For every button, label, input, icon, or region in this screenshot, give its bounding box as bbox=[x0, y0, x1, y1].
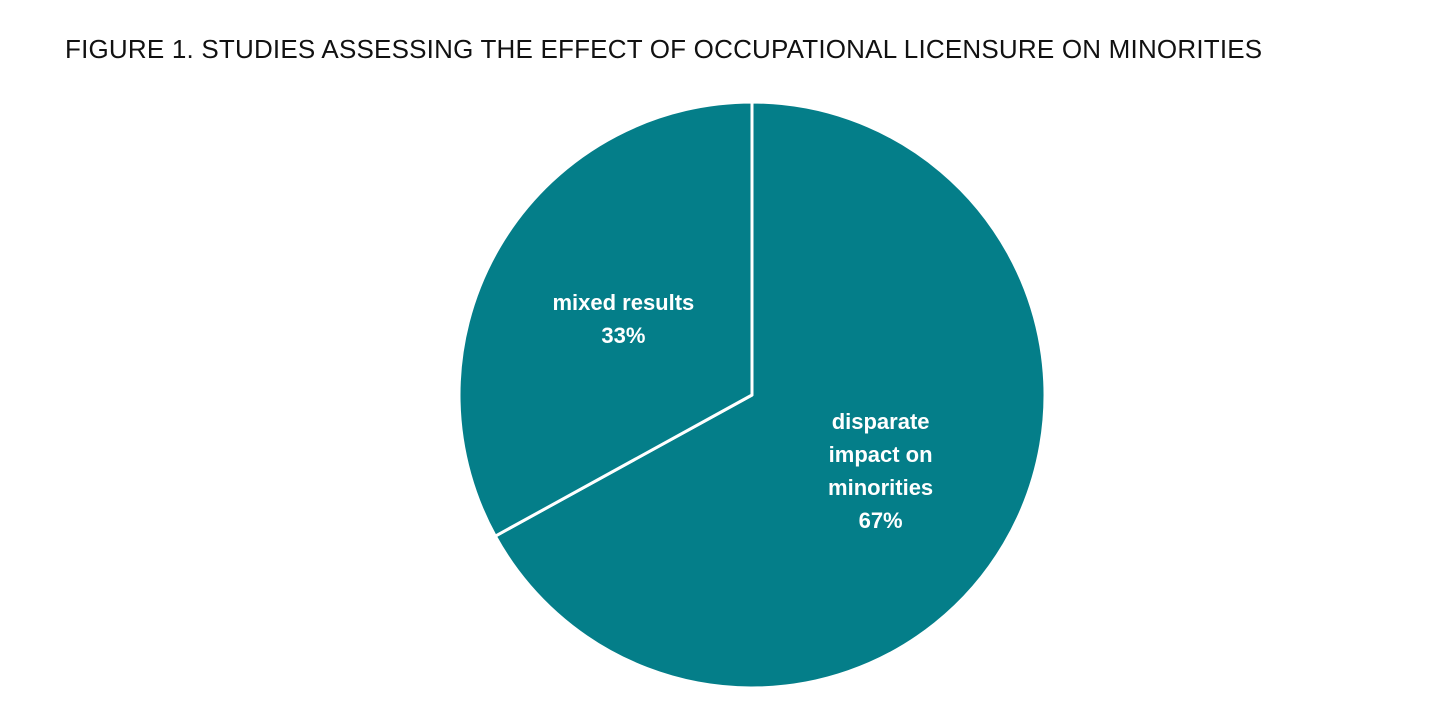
slice-value: 67% bbox=[858, 508, 903, 534]
slice-label: mixed results 33% bbox=[538, 286, 708, 352]
pie-slice bbox=[457, 100, 754, 538]
slice-label: disparate impact on minorities 67% bbox=[796, 405, 966, 537]
pie-slice bbox=[493, 100, 1047, 690]
slice-value: 33% bbox=[601, 322, 646, 348]
slice-category: disparate impact on minorities bbox=[828, 409, 934, 501]
chart-title: FIGURE 1. STUDIES ASSESSING THE EFFECT O… bbox=[65, 34, 1263, 64]
slice-category: mixed results bbox=[552, 289, 695, 315]
